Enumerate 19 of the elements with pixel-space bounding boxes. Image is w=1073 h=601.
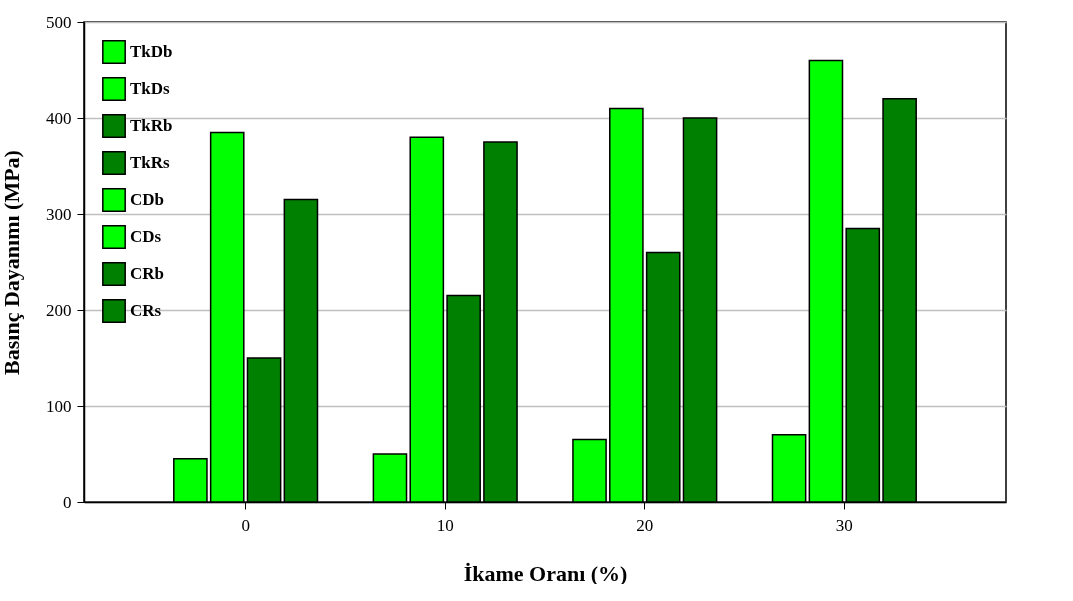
- legend-label: TkRb: [130, 116, 173, 135]
- legend-label: TkDb: [130, 42, 173, 61]
- legend-label: CRb: [130, 264, 165, 283]
- x-tick-label: 20: [636, 515, 654, 535]
- y-tick-label: 500: [46, 12, 72, 32]
- y-tick-label: 100: [46, 396, 72, 416]
- x-tick-label: 30: [835, 515, 853, 535]
- x-tick-label: 0: [241, 515, 250, 535]
- y-tick-label: 300: [46, 204, 72, 224]
- legend-label: TkRs: [130, 153, 171, 172]
- y-tick-label: 0: [63, 492, 72, 512]
- legend-label: CRs: [130, 301, 162, 320]
- y-tick-label: 200: [46, 300, 72, 320]
- y-tick-label: 400: [46, 108, 72, 128]
- y-axis-title: Basınç Dayanımı (MPa): [0, 150, 24, 375]
- legend-label: CDb: [130, 190, 165, 209]
- x-tick-label: 10: [436, 515, 454, 535]
- legend-label: TkDs: [130, 79, 171, 98]
- legend-label: CDs: [130, 227, 162, 246]
